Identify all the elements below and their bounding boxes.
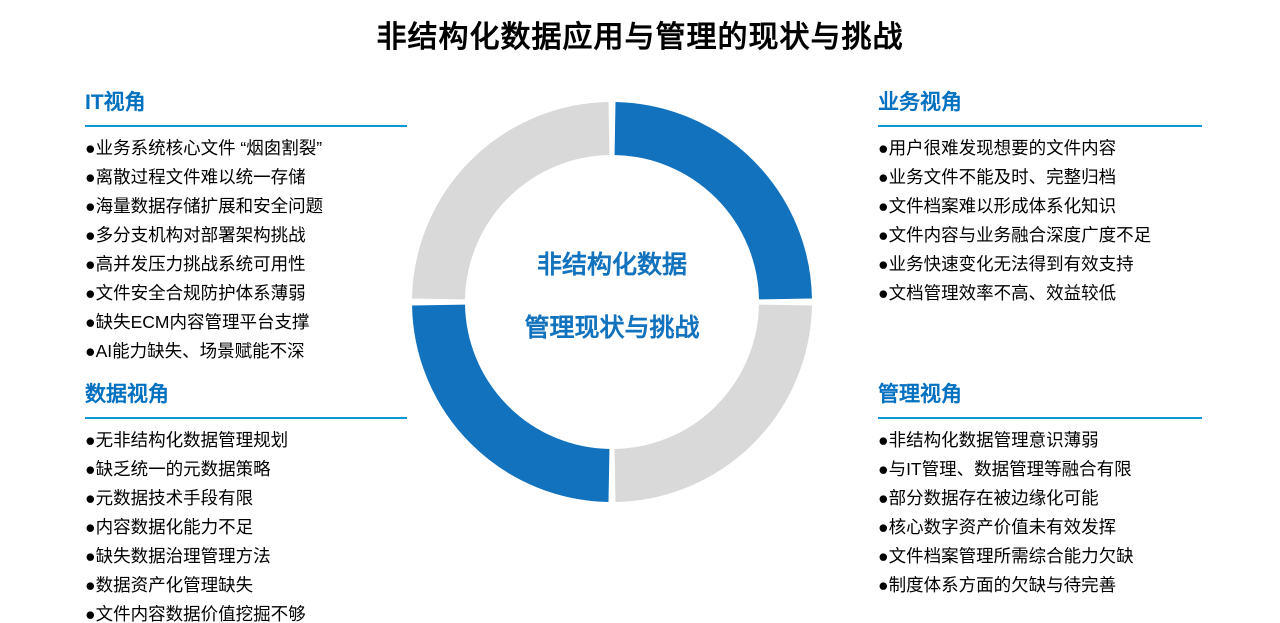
list-item: ●业务快速变化无法得到有效支持 [878, 254, 1134, 274]
donut-ring [412, 102, 812, 502]
list-item: ●业务文件不能及时、完整归档 [878, 167, 1117, 187]
list-item: ●元数据技术手段有限 [85, 488, 254, 508]
section-business-list: ●用户很难发现想要的文件内容 ●业务文件不能及时、完整归档 ●文件档案难以形成体… [878, 134, 1202, 308]
list-item: ●缺失ECM内容管理平台支撑 [85, 312, 310, 332]
section-data-title: 数据视角 [85, 378, 407, 419]
list-item: ●文件内容数据价值挖掘不够 [85, 604, 306, 623]
section-it-list: ●业务系统核心文件 “烟囱割裂” ●离散过程文件难以统一存储 ●海量数据存储扩展… [85, 134, 407, 366]
section-business: 业务视角 ●用户很难发现想要的文件内容 ●业务文件不能及时、完整归档 ●文件档案… [878, 86, 1202, 308]
section-data-list: ●无非结构化数据管理规划 ●缺乏统一的元数据策略 ●元数据技术手段有限 ●内容数… [85, 426, 407, 623]
list-item: ●多分支机构对部署架构挑战 [85, 225, 306, 245]
list-item: ●文件安全合规防护体系薄弱 [85, 283, 306, 303]
section-management-list: ●非结构化数据管理意识薄弱 ●与IT管理、数据管理等融合有限 ●部分数据存在被边… [878, 426, 1202, 600]
list-item: ●数据资产化管理缺失 [85, 575, 254, 595]
section-data: 数据视角 ●无非结构化数据管理规划 ●缺乏统一的元数据策略 ●元数据技术手段有限… [85, 378, 407, 623]
section-business-title: 业务视角 [878, 86, 1202, 127]
list-item: ●缺失数据治理管理方法 [85, 546, 271, 566]
section-it-title: IT视角 [85, 86, 407, 127]
list-item: ●AI能力缺失、场景赋能不深 [85, 341, 305, 361]
list-item: ●离散过程文件难以统一存储 [85, 167, 306, 187]
section-management: 管理视角 ●非结构化数据管理意识薄弱 ●与IT管理、数据管理等融合有限 ●部分数… [878, 378, 1202, 600]
ring-segment-bottom-right [613, 303, 812, 502]
list-item: ●业务系统核心文件 “烟囱割裂” [85, 138, 323, 158]
list-item: ●文件内容与业务融合深度广度不足 [878, 225, 1152, 245]
list-item: ●无非结构化数据管理规划 [85, 430, 289, 450]
section-management-title: 管理视角 [878, 378, 1202, 419]
list-item: ●与IT管理、数据管理等融合有限 [878, 459, 1132, 479]
donut-chart: 非结构化数据 管理现状与挑战 [402, 92, 822, 512]
ring-segment-bottom-left [412, 303, 611, 502]
list-item: ●缺乏统一的元数据策略 [85, 459, 271, 479]
list-item: ●制度体系方面的欠缺与待完善 [878, 575, 1117, 595]
ring-segment-top-left [412, 102, 611, 301]
list-item: ●部分数据存在被边缘化可能 [878, 488, 1099, 508]
list-item: ●文档管理效率不高、效益较低 [878, 283, 1117, 303]
list-item: ●文件档案管理所需综合能力欠缺 [878, 546, 1134, 566]
list-item: ●用户很难发现想要的文件内容 [878, 138, 1117, 158]
list-item: ●海量数据存储扩展和安全问题 [85, 196, 324, 216]
list-item: ●核心数字资产价值未有效发挥 [878, 517, 1117, 537]
section-it: IT视角 ●业务系统核心文件 “烟囱割裂” ●离散过程文件难以统一存储 ●海量数… [85, 86, 407, 366]
list-item: ●文件档案难以形成体系化知识 [878, 196, 1117, 216]
list-item: ●高并发压力挑战系统可用性 [85, 254, 306, 274]
ring-segment-top-right [613, 102, 812, 301]
list-item: ●内容数据化能力不足 [85, 517, 254, 537]
page-title: 非结构化数据应用与管理的现状与挑战 [376, 21, 904, 54]
list-item: ●非结构化数据管理意识薄弱 [878, 430, 1099, 450]
